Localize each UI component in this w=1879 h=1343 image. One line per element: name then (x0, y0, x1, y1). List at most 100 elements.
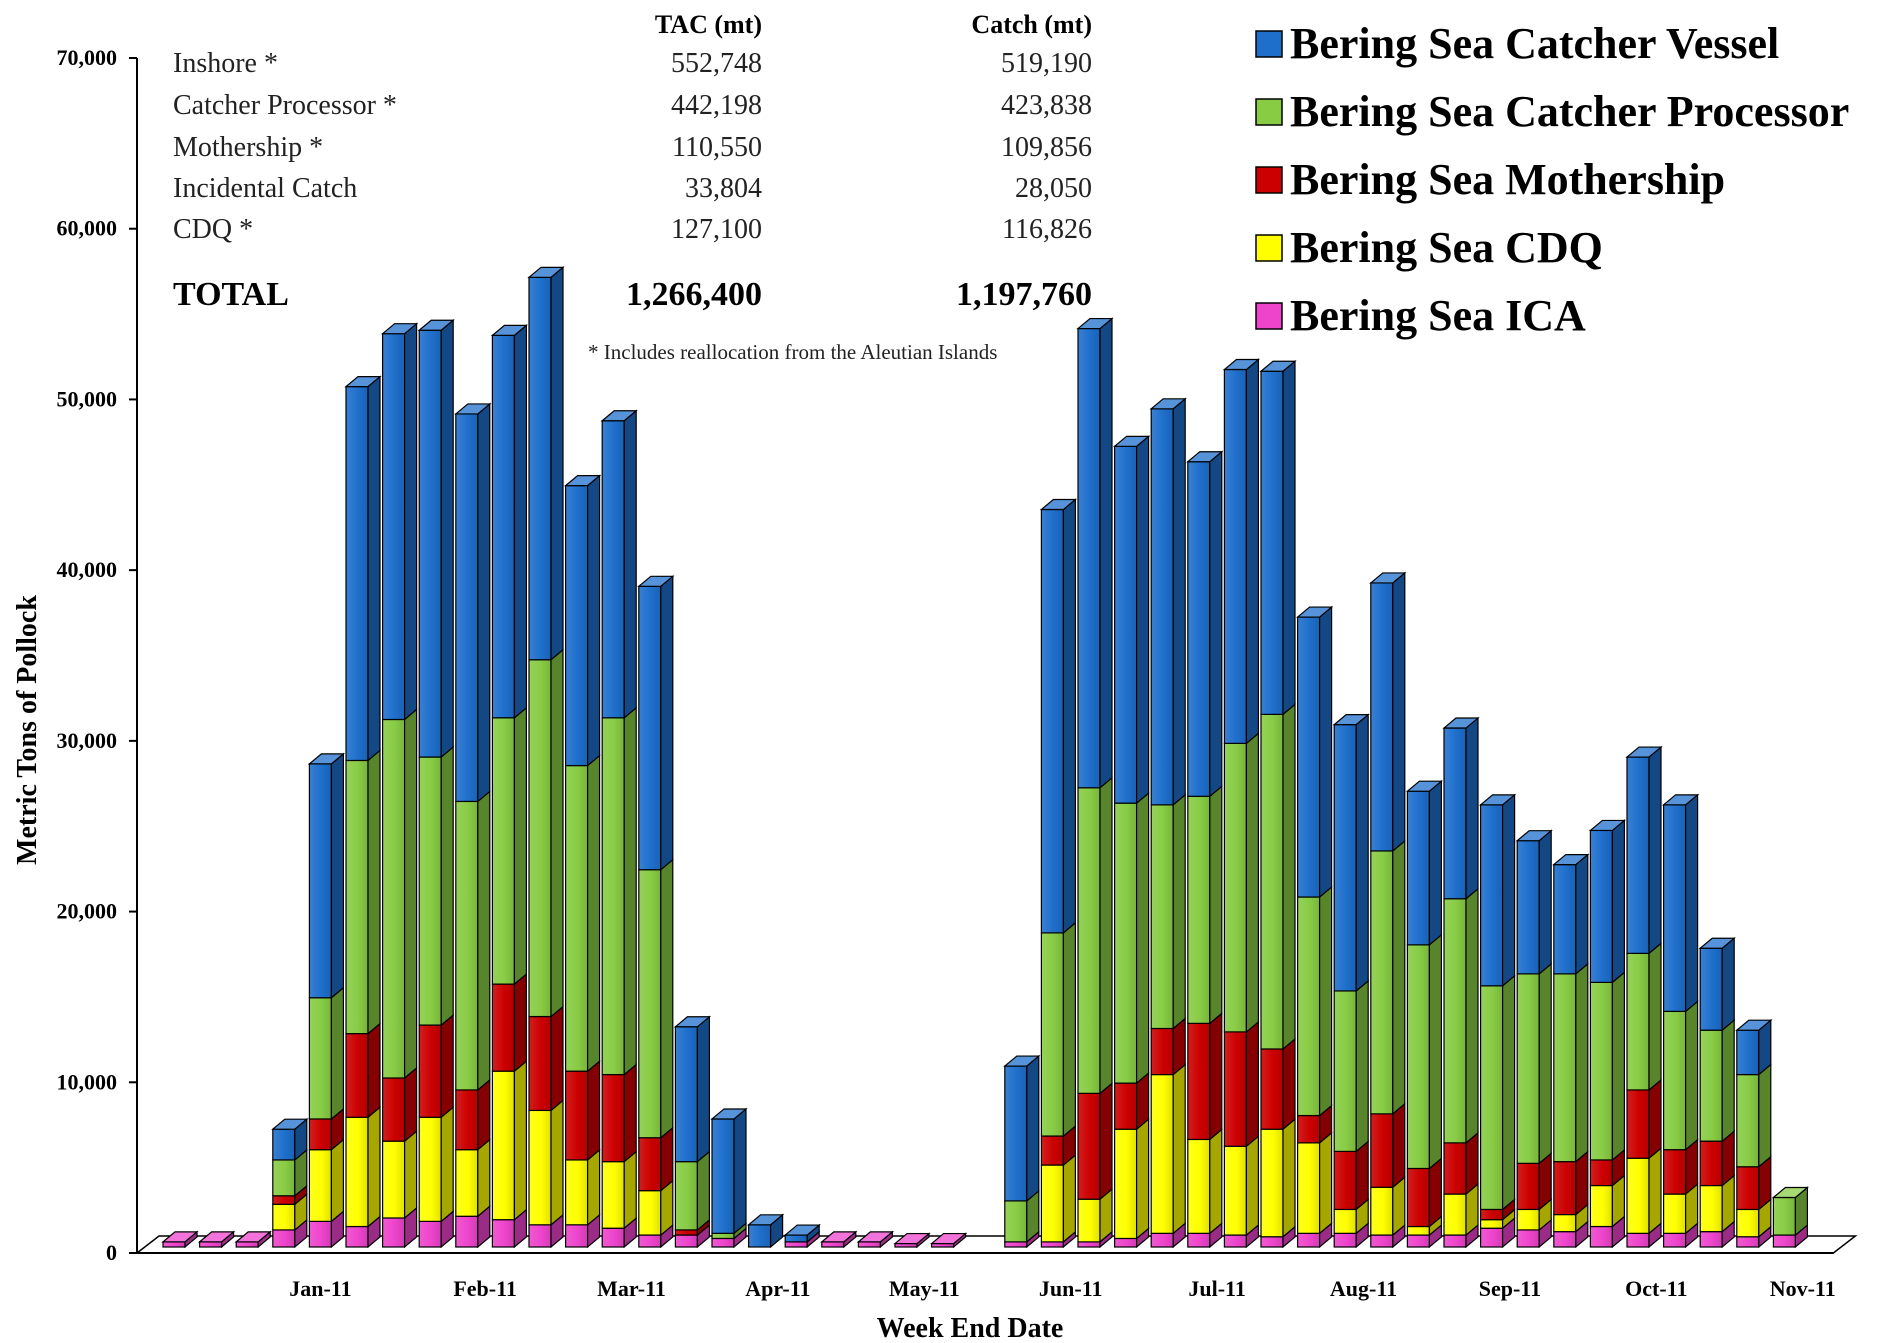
bar-segment (1223, 732, 1260, 1034)
bar-segment (528, 1099, 564, 1227)
bar-segment (1004, 1054, 1040, 1203)
x-tick-label: Feb-11 (453, 1276, 517, 1301)
bar-stack (1552, 853, 1590, 1249)
bar-segment (1516, 1218, 1552, 1249)
bar-segment (382, 1129, 418, 1220)
bar-segment (1662, 793, 1699, 1013)
bar-top (1222, 358, 1261, 371)
bar-segment (308, 1210, 344, 1249)
bar-segment (1040, 921, 1077, 1138)
bar-segment (1516, 962, 1552, 1165)
bar-top (1369, 572, 1407, 584)
x-tick-label: Jan-11 (289, 1276, 351, 1301)
bar-segment (601, 409, 637, 720)
bar-stack (417, 318, 455, 1249)
bar-segment (1150, 397, 1186, 807)
bar-top (929, 1232, 968, 1245)
bar-top (1661, 794, 1700, 806)
bar-segment (564, 474, 601, 767)
bar-top (1588, 819, 1627, 832)
bar-stack (380, 322, 419, 1249)
y-tick-label: 40,000 (57, 557, 118, 582)
bar-segment (1699, 1129, 1735, 1187)
bar-segment (1296, 1131, 1333, 1235)
bar-top (454, 403, 492, 415)
bar-stack (1259, 359, 1297, 1249)
x-tick-label: Apr-11 (745, 1276, 810, 1301)
table-row-label: CDQ * (173, 214, 253, 245)
table-row-tac: 552,748 (671, 48, 762, 79)
bar-segment (601, 1150, 637, 1230)
bar-stack (344, 375, 382, 1249)
bar-segment (1077, 1187, 1113, 1244)
bar-stack (893, 1232, 931, 1249)
bar-segment (564, 1059, 601, 1162)
bar-segment (1479, 793, 1516, 988)
bar-segment (1113, 1117, 1150, 1240)
legend-label: Bering Sea Mothership (1290, 155, 1725, 204)
bar-segment (1113, 435, 1150, 805)
bar-stack (1076, 317, 1114, 1249)
y-tick-label: 70,000 (57, 45, 118, 70)
bar-top (1442, 717, 1480, 729)
bar-segment (564, 1148, 601, 1227)
bar-top (1405, 780, 1444, 792)
bar-segment (1333, 979, 1369, 1153)
bar-segment (382, 1066, 418, 1143)
bar-segment (308, 1138, 344, 1223)
x-axis-title: Week End Date (877, 1313, 1064, 1343)
legend-item: Bering Sea Mothership (1255, 155, 1725, 204)
bar-top (271, 1118, 309, 1130)
bar-segment (1077, 1082, 1113, 1201)
bar-stack (600, 409, 638, 1249)
bar-segment (1260, 703, 1296, 1051)
bar-top (893, 1232, 931, 1245)
legend-label: Bering Sea Catcher Vessel (1290, 19, 1779, 68)
x-tick-label: Sep-11 (1479, 1276, 1541, 1301)
bar-top (1771, 1186, 1810, 1199)
bar-segment (638, 1179, 674, 1237)
x-tick-label: Nov-11 (1770, 1276, 1836, 1301)
summary-table: TAC (mt) Catch (mt) Inshore * 552,748 51… (173, 10, 1092, 364)
bar-segment (1516, 829, 1552, 976)
table-row-tac: 110,550 (672, 132, 762, 163)
bar-top (380, 323, 419, 335)
bar-segment (491, 706, 528, 986)
bar-segment (1626, 1146, 1662, 1235)
bar-top (783, 1224, 821, 1236)
bar-segment (455, 1204, 491, 1249)
bar-segment (1662, 1000, 1699, 1151)
legend-item: Bering Sea ICA (1255, 291, 1586, 340)
table-footnote: * Includes reallocation from the Aleutia… (588, 340, 997, 364)
bar-segment (1370, 571, 1406, 853)
bar-segment (1333, 1140, 1369, 1211)
bar-top (234, 1231, 272, 1243)
bar-stack (490, 324, 529, 1249)
bar-stack (454, 402, 492, 1249)
bar-top (1515, 830, 1553, 842)
bar-segment (1553, 1220, 1589, 1249)
bar-segment (1626, 745, 1662, 955)
table-row-label: Incidental Catch (173, 173, 357, 204)
bar-segment (1077, 317, 1113, 790)
x-tick-label: Aug-11 (1330, 1276, 1397, 1301)
bar-top (856, 1231, 895, 1243)
bar-stack (1149, 397, 1187, 1249)
y-axis: 0 10,000 20,000 30,000 40,000 50,000 60,000 70,… (57, 45, 138, 1265)
bar-segment (1553, 853, 1589, 976)
bar-segment (1443, 1131, 1479, 1196)
bar-top (1552, 853, 1590, 866)
y-axis-title: Metric Tons of Pollock (12, 595, 43, 865)
bar-stack (1698, 936, 1736, 1249)
bar-top (1332, 714, 1370, 726)
bar-segment (345, 1215, 381, 1249)
bar-segment (601, 706, 637, 1076)
y-tick-label: 50,000 (57, 386, 118, 411)
bar-segment (308, 986, 344, 1121)
bar-segment (418, 1013, 454, 1119)
bar-segment (418, 1210, 454, 1249)
bar-stack (1661, 793, 1700, 1249)
bar-segment (1736, 1198, 1772, 1239)
bar-top (1039, 498, 1078, 511)
bar-stack (1369, 571, 1407, 1249)
